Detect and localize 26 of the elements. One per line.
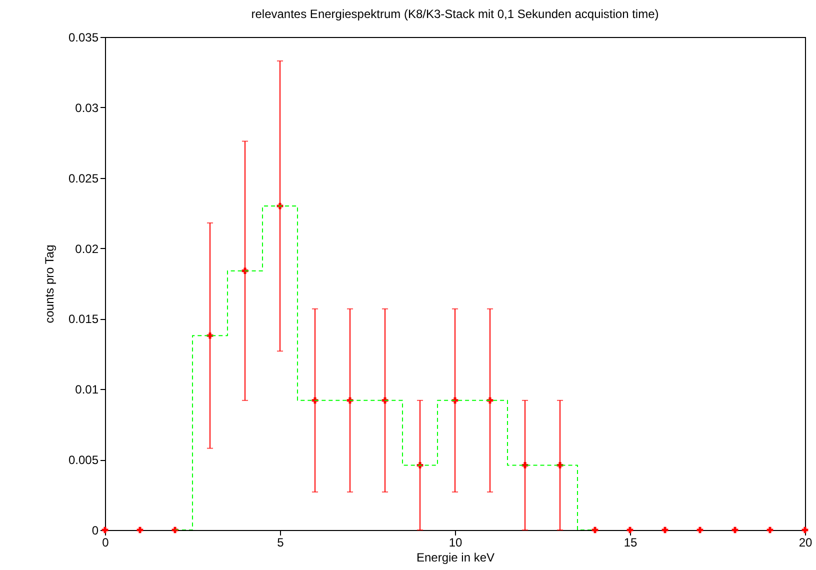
- x-tick-label: 0: [102, 536, 110, 550]
- point: [802, 526, 808, 534]
- point: [172, 526, 178, 534]
- y-tick-label: 0.01: [75, 382, 99, 397]
- y-tick-label: 0.015: [68, 312, 99, 326]
- point: [732, 526, 738, 534]
- x-tick-label: 20: [798, 536, 812, 550]
- chart-title: relevantes Energiespektrum (K8/K3-Stack mit 0,1 Sekunden acquistion time): [251, 7, 659, 21]
- x-tick-label: 15: [624, 536, 638, 550]
- point: [766, 526, 774, 534]
- y-tick-label: 0.025: [68, 171, 99, 186]
- x-tick-label: 5: [277, 536, 284, 550]
- point: [696, 526, 704, 534]
- y-tick-label: 0.005: [68, 453, 99, 468]
- point: [662, 526, 668, 534]
- y-axis-title: counts pro Tag: [42, 244, 56, 324]
- y-tick-label: 0: [92, 524, 99, 538]
- y-tick-label: 0.03: [75, 100, 99, 115]
- point: [592, 526, 598, 534]
- point: [626, 526, 634, 534]
- point: [102, 526, 108, 534]
- point: [136, 526, 144, 534]
- x-axis-title: Energie in keV: [416, 550, 495, 564]
- x-tick-label: 10: [448, 536, 462, 550]
- y-tick-label: 0.02: [75, 242, 99, 256]
- y-tick-label: 0.035: [68, 30, 99, 44]
